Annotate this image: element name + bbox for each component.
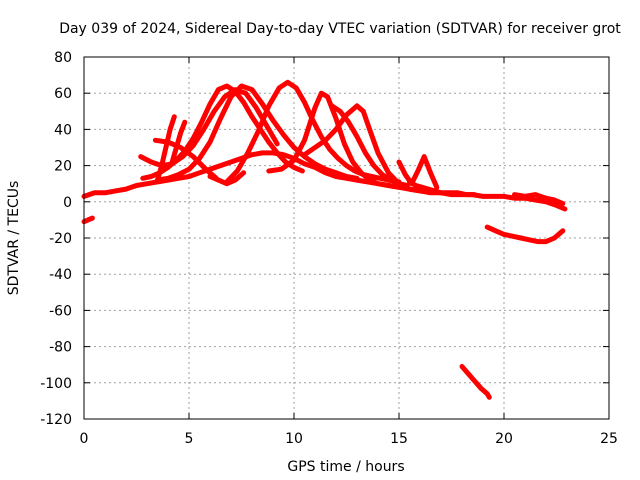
plot-area [81,79,568,400]
x-tick-label: 20 [495,431,513,447]
y-tick-label: 0 [63,195,72,211]
y-tick-label: -100 [40,376,72,392]
x-tick-labels: 0 5 10 15 20 25 [80,431,618,447]
series-line-s17 [512,192,566,207]
series-line-s13 [396,154,440,190]
y-tick-label: -80 [49,340,72,356]
grid-lines [84,57,609,419]
series-line-s10 [207,170,247,187]
y-axis-label: SDTVAR / TECUs [6,181,22,296]
series-line-s18 [81,215,95,225]
series-line-s5 [266,90,402,190]
x-tick-label: 5 [185,431,194,447]
y-tick-label: -40 [49,267,72,283]
series-line-s11 [155,114,177,183]
x-axis-label: GPS time / hours [287,459,404,475]
series-line-s7 [329,103,410,188]
y-tick-labels: -120 -100 -80 -60 -40 -20 0 20 40 60 80 [40,50,72,428]
series-line-s16 [459,364,492,400]
y-tick-label: 20 [54,159,72,175]
x-tick-label: 0 [80,431,89,447]
series-line-s14 [407,179,478,198]
y-tick-label: 60 [54,86,72,102]
y-tick-label: 80 [54,50,72,66]
series-line-s15 [484,224,566,245]
chart-title: Day 039 of 2024, Sidereal Day-to-day VTE… [59,21,621,37]
y-tick-label: -60 [49,303,72,319]
series-line-s4 [224,79,402,185]
x-tick-label: 15 [390,431,408,447]
axis-ticks [83,56,610,420]
x-tick-label: 10 [285,431,303,447]
y-tick-label: -20 [49,231,72,247]
series-line-s3 [155,83,360,183]
series-line-s12 [169,119,188,165]
x-tick-label: 25 [600,431,618,447]
y-tick-label: -120 [40,412,72,428]
y-tick-label: 40 [54,122,72,138]
